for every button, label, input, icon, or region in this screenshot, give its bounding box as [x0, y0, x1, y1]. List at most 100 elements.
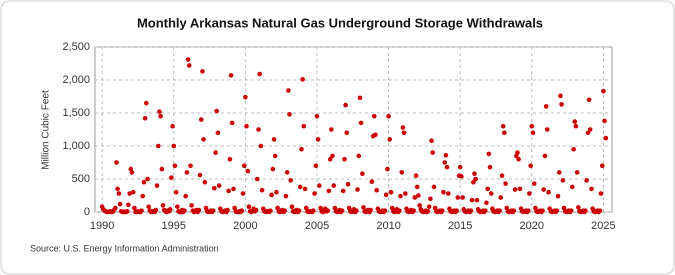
point [171, 143, 177, 149]
point [167, 207, 173, 212]
point [253, 207, 259, 213]
point [142, 115, 148, 121]
point [571, 147, 576, 152]
point [141, 180, 147, 185]
point [358, 120, 364, 126]
y-tick-label: 0 [84, 206, 90, 218]
point [531, 181, 537, 186]
point [474, 197, 480, 203]
point [471, 180, 476, 185]
point [132, 205, 137, 211]
point [403, 191, 408, 196]
point [296, 208, 302, 213]
point [398, 193, 403, 199]
point [499, 173, 505, 178]
point [229, 120, 235, 126]
point [599, 163, 605, 169]
point [517, 186, 523, 192]
point [244, 123, 249, 129]
point [413, 173, 419, 178]
x-tick-label: 2010 [376, 220, 400, 232]
point [239, 208, 245, 213]
point [357, 95, 363, 101]
point [360, 171, 365, 177]
point [585, 130, 591, 136]
point [153, 207, 159, 213]
y-tick-label: 1,500 [62, 107, 90, 119]
point [241, 163, 247, 169]
point [597, 208, 603, 213]
x-tick-label: 2020 [520, 220, 544, 232]
point [173, 189, 179, 195]
point [385, 166, 390, 172]
point [485, 186, 490, 192]
point [454, 208, 459, 213]
point [528, 163, 533, 169]
point [115, 186, 120, 192]
point [386, 114, 391, 119]
point [268, 208, 273, 213]
point [314, 114, 320, 119]
point [271, 137, 277, 142]
point [460, 195, 465, 200]
point [216, 183, 222, 188]
point [400, 125, 406, 130]
point [129, 170, 135, 175]
point [274, 189, 279, 195]
point [411, 208, 416, 213]
point [589, 186, 594, 192]
point [443, 152, 449, 158]
point [601, 88, 606, 94]
point [157, 109, 162, 114]
point [197, 172, 203, 178]
x-tick-label: 1995 [162, 220, 186, 232]
point [286, 88, 291, 93]
point [113, 205, 118, 211]
point [301, 123, 307, 129]
point [397, 208, 402, 213]
point [554, 208, 560, 213]
point [257, 71, 262, 77]
point [188, 163, 193, 169]
point [497, 208, 502, 213]
point [457, 164, 463, 170]
point [114, 160, 119, 165]
point [459, 174, 464, 179]
point [256, 127, 261, 132]
point [284, 170, 290, 175]
point [382, 208, 388, 213]
point [482, 208, 488, 213]
point [529, 123, 535, 129]
point [345, 181, 351, 187]
point [158, 114, 163, 119]
point [426, 204, 432, 210]
point [124, 209, 130, 214]
point [541, 187, 546, 192]
point [231, 186, 236, 192]
point [488, 191, 494, 196]
point [516, 156, 521, 162]
point [227, 156, 233, 162]
point [325, 208, 331, 213]
point [414, 184, 420, 190]
point [441, 189, 446, 195]
point [160, 203, 166, 208]
point [468, 208, 474, 213]
point [487, 164, 493, 170]
point [327, 156, 333, 162]
point [412, 195, 418, 200]
point [339, 208, 345, 213]
point [369, 179, 375, 184]
point [143, 100, 149, 106]
point [428, 196, 433, 202]
point [170, 123, 175, 129]
point [343, 102, 348, 108]
point [431, 184, 437, 190]
point [297, 184, 303, 190]
point [484, 200, 489, 206]
point [572, 119, 578, 124]
y-tick-label: 500 [72, 173, 90, 185]
x-tick-label: 2015 [448, 220, 472, 232]
point [287, 112, 292, 117]
point [540, 208, 545, 213]
